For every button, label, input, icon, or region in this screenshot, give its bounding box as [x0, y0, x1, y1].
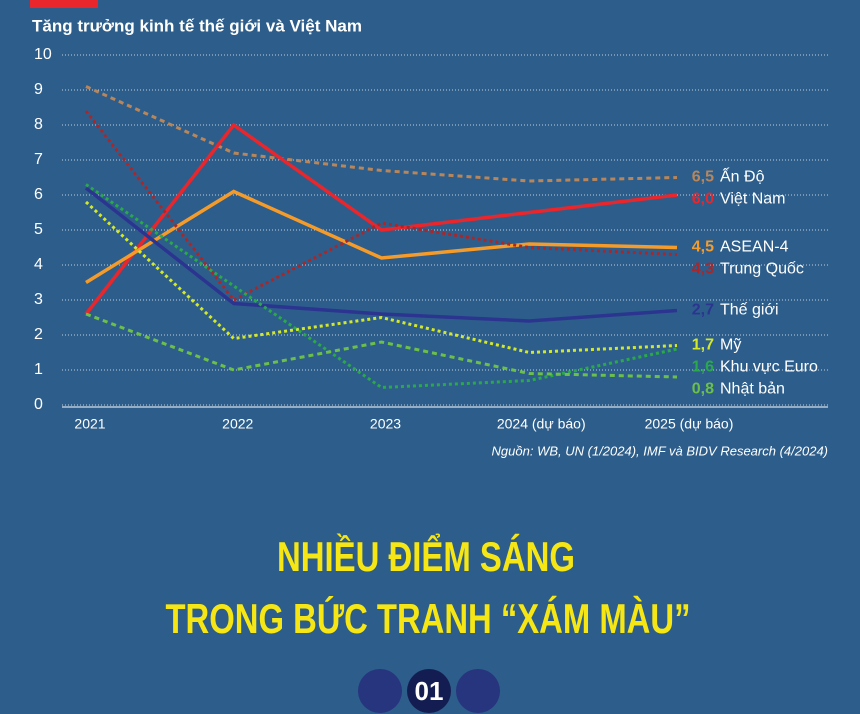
- x-tick-label: 2023: [370, 416, 401, 432]
- series-line: [85, 85, 678, 183]
- x-tick-label: 2021: [74, 416, 105, 432]
- y-tick-label: 1: [34, 361, 43, 378]
- x-tick-label: 2024 (dự báo): [497, 416, 586, 432]
- series-line: [84, 200, 678, 355]
- series-name: Khu vực Euro: [720, 359, 818, 376]
- series-name: ASEAN-4: [720, 239, 789, 256]
- y-tick-label: 3: [34, 291, 43, 308]
- series-name: Nhật bản: [720, 381, 785, 398]
- y-tick-label: 8: [34, 116, 43, 133]
- headline: TRONG BỨC TRANH “XÁM MÀU”: [166, 594, 691, 642]
- series-name: Trung Quốc: [720, 261, 804, 278]
- series-name: Việt Nam: [720, 191, 786, 208]
- value-label: 6,0: [692, 191, 714, 208]
- series-name: Ấn Độ: [720, 167, 765, 186]
- source: Nguồn: WB, UN (1/2024), IMF và BIDV Rese…: [492, 443, 828, 458]
- series-line: [84, 122, 678, 316]
- y-tick-label: 7: [34, 151, 43, 168]
- series-line: [85, 189, 678, 284]
- series-line: [85, 312, 678, 379]
- value-label: 2,7: [692, 302, 714, 319]
- value-label: 0,8: [692, 381, 714, 398]
- badge-circle: [407, 669, 451, 713]
- chart-title: Tăng trưởng kinh tế thế giới và Việt Nam: [32, 16, 362, 35]
- accent-tab: [30, 0, 98, 8]
- y-tick-label: 5: [34, 221, 43, 238]
- value-label: 1,7: [692, 337, 714, 354]
- x-tick-label: 2025 (dự báo): [645, 416, 734, 432]
- value-label: 6,5: [692, 169, 714, 186]
- y-tick-label: 10: [34, 46, 52, 63]
- badge-circle: [358, 669, 402, 713]
- value-label: 1,6: [692, 359, 714, 376]
- y-tick-label: 4: [34, 256, 43, 273]
- y-tick-label: 6: [34, 186, 43, 203]
- badge-circle: [456, 669, 500, 713]
- y-tick-label: 2: [34, 326, 43, 343]
- value-label: 4,3: [692, 261, 714, 278]
- series-name: Thế giới: [720, 302, 779, 319]
- x-tick-label: 2022: [222, 416, 253, 432]
- headline: NHIỀU ĐIỂM SÁNG: [277, 532, 575, 580]
- series-line: [84, 186, 678, 323]
- y-tick-label: 0: [34, 396, 43, 413]
- y-tick-label: 9: [34, 81, 43, 98]
- series-name: Mỹ: [720, 337, 741, 354]
- badge-number: 01: [415, 676, 444, 706]
- value-label: 4,5: [692, 239, 714, 256]
